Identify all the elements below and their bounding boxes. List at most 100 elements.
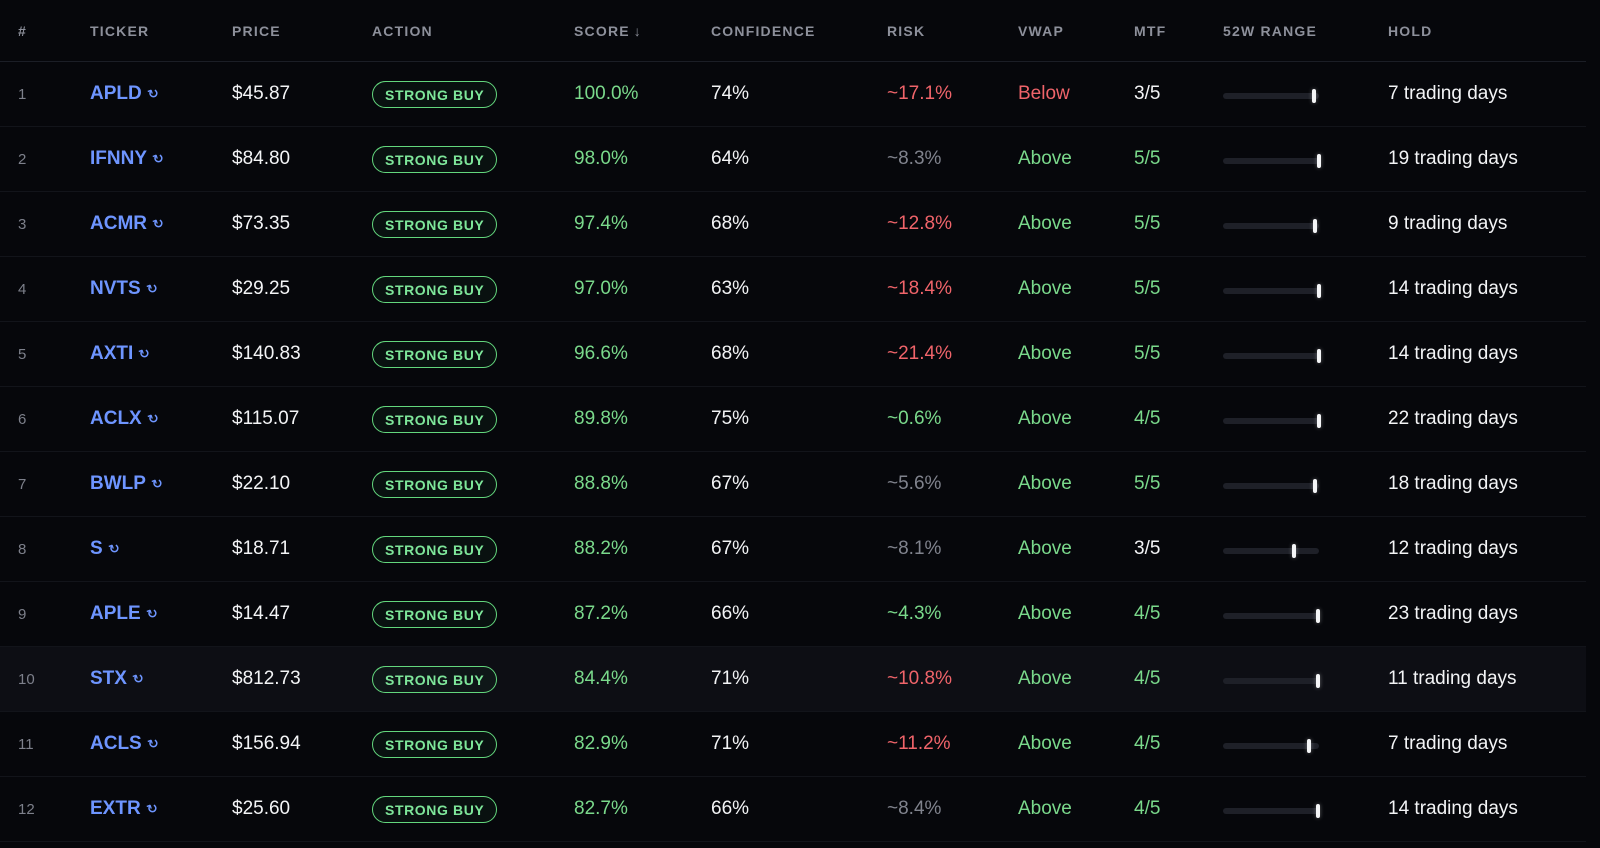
header-hold[interactable]: HOLD [1388,22,1433,39]
ticker-symbol: S [90,538,103,559]
hold-cell: 12 trading days [1388,538,1518,559]
range-cell [1223,154,1388,168]
header-price[interactable]: PRICE [232,22,281,39]
ticker-cell: APLD ↻ [90,83,232,105]
price-cell: $22.10 [232,473,291,494]
mtf-cell: 5/5 [1134,343,1161,364]
range-cell [1223,89,1388,103]
risk-cell: ~18.4% [887,278,952,299]
ticker-link[interactable]: AXTI ↻ [90,343,153,365]
table-row[interactable]: 12 EXTR ↻ $25.60 STRONG BUY 82.7% 66% ~8… [0,777,1586,842]
ticker-link[interactable]: APLD ↻ [90,83,161,105]
range-marker [1292,544,1297,558]
range-bar [1223,154,1321,168]
price-cell: $156.94 [232,733,301,754]
table-row[interactable]: 9 APLE ↻ $14.47 STRONG BUY 87.2% 66% ~4.… [0,582,1586,647]
action-badge: STRONG BUY [372,80,498,108]
rank-cell: 3 [18,215,27,233]
action-badge: STRONG BUY [372,665,498,693]
range-marker [1317,284,1321,298]
ticker-cell: ACLS ↻ [90,733,232,755]
ticker-symbol: IFNNY [90,148,147,169]
header-risk[interactable]: RISK [887,22,926,39]
price-cell: $84.80 [232,148,291,169]
vwap-cell: Above [1018,408,1072,429]
table-row[interactable]: 1 APLD ↻ $45.87 STRONG BUY 100.0% 74% ~1… [0,62,1586,127]
table-row[interactable]: 11 ACLS ↻ $156.94 STRONG BUY 82.9% 71% ~… [0,712,1586,777]
vwap-cell: Above [1018,603,1072,624]
table-row[interactable]: 6 ACLX ↻ $115.07 STRONG BUY 89.8% 75% ~0… [0,387,1586,452]
table-row[interactable]: 3 ACMR ↻ $73.35 STRONG BUY 97.4% 68% ~12… [0,192,1586,257]
mtf-cell: 4/5 [1134,733,1161,754]
ticker-link[interactable]: ACLX ↻ [90,408,161,430]
mtf-cell: 5/5 [1134,148,1161,169]
table-row[interactable]: 7 BWLP ↻ $22.10 STRONG BUY 88.8% 67% ~5.… [0,452,1586,517]
range-cell [1223,609,1388,623]
range-cell [1223,349,1388,363]
header-52w-range[interactable]: 52W RANGE [1223,22,1318,39]
range-bar [1223,674,1321,688]
ticker-link[interactable]: ACMR ↻ [90,213,166,235]
external-link-icon: ↻ [145,409,161,428]
ticker-cell: APLE ↻ [90,603,232,625]
header-confidence[interactable]: CONFIDENCE [711,22,816,39]
ticker-symbol: NVTS [90,278,141,299]
ticker-cell: NVTS ↻ [90,278,232,300]
vwap-cell: Above [1018,213,1072,234]
mtf-cell: 4/5 [1134,408,1161,429]
ticker-symbol: APLE [90,603,141,624]
vwap-cell: Above [1018,538,1072,559]
ticker-link[interactable]: APLE ↻ [90,603,160,625]
price-cell: $812.73 [232,668,301,689]
action-cell: STRONG BUY [372,340,574,368]
header-score-label: SCORE [574,22,630,39]
table-header: # TICKER PRICE ACTION SCORE ↓ CONFIDENCE … [0,0,1586,62]
confidence-cell: 71% [711,733,750,754]
external-link-icon: ↻ [144,604,160,623]
table-row[interactable]: 5 AXTI ↻ $140.83 STRONG BUY 96.6% 68% ~2… [0,322,1586,387]
header-score[interactable]: SCORE ↓ [574,23,711,39]
confidence-cell: 68% [711,213,750,234]
rank-cell: 1 [18,85,27,103]
rank-cell: 11 [18,735,34,753]
external-link-icon: ↻ [106,539,122,558]
hold-cell: 14 trading days [1388,278,1518,299]
ticker-link[interactable]: NVTS ↻ [90,278,160,300]
rank-cell: 8 [18,540,27,558]
table-row[interactable]: 8 S ↻ $18.71 STRONG BUY 88.2% 67% ~8.1% … [0,517,1586,582]
ticker-link[interactable]: BWLP ↻ [90,473,165,495]
ticker-symbol: STX [90,668,127,689]
range-marker [1313,219,1318,233]
header-rank[interactable]: # [18,22,27,39]
ticker-link[interactable]: STX ↻ [90,668,146,690]
ticker-link[interactable]: IFNNY ↻ [90,148,166,170]
header-ticker[interactable]: TICKER [90,22,150,39]
external-link-icon: ↻ [136,344,153,363]
header-vwap[interactable]: VWAP [1018,22,1065,39]
table-row[interactable]: 10 STX ↻ $812.73 STRONG BUY 84.4% 71% ~1… [0,647,1586,712]
confidence-cell: 66% [711,603,750,624]
vwap-cell: Below [1018,83,1070,104]
range-marker [1307,739,1312,753]
range-bar [1223,544,1319,558]
ticker-link[interactable]: S ↻ [90,538,122,560]
range-bar [1223,609,1321,623]
ticker-cell: STX ↻ [90,668,232,690]
ticker-link[interactable]: EXTR ↻ [90,798,160,820]
ticker-cell: S ↻ [90,538,232,560]
vwap-cell: Above [1018,278,1072,299]
table-row[interactable]: 2 IFNNY ↻ $84.80 STRONG BUY 98.0% 64% ~8… [0,127,1586,192]
range-cell [1223,284,1388,298]
ticker-symbol: EXTR [90,798,141,819]
table-row[interactable]: 4 NVTS ↻ $29.25 STRONG BUY 97.0% 63% ~18… [0,257,1586,322]
score-cell: 97.4% [574,213,628,234]
mtf-cell: 5/5 [1134,213,1161,234]
ticker-cell: ACLX ↻ [90,408,232,430]
ticker-symbol: ACLS [90,733,142,754]
range-marker [1316,804,1321,818]
header-mtf[interactable]: MTF [1134,22,1167,39]
header-action[interactable]: ACTION [372,22,433,39]
confidence-cell: 71% [711,668,750,689]
ticker-link[interactable]: ACLS ↻ [90,733,161,755]
action-badge: STRONG BUY [372,275,498,303]
